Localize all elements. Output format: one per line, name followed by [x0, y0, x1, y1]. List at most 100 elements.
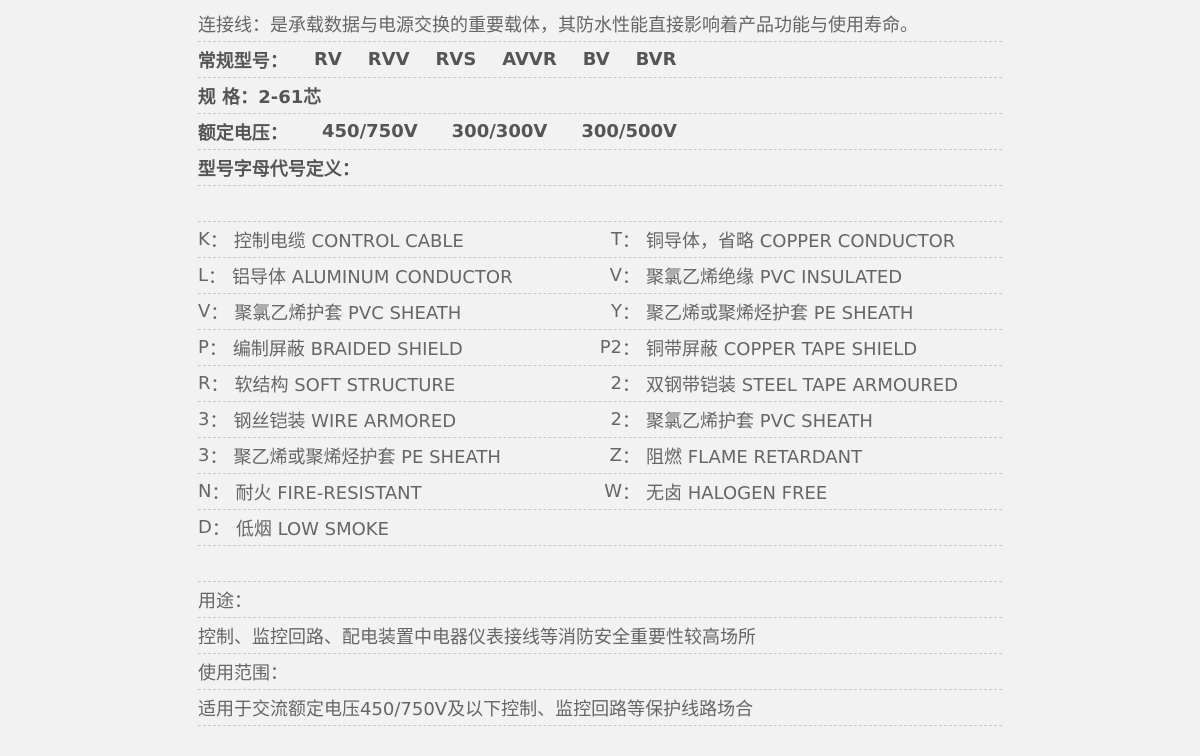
usage-value-row: 控制、监控回路、配电装置中电器仪表接线等消防安全重要性较高场所: [198, 618, 1002, 654]
code-colon: ：: [622, 374, 640, 396]
code-letter: N: [198, 481, 212, 502]
code-letter: R: [198, 373, 211, 394]
code-entry-right: 2： 双钢带铠装 STEEL TAPE ARMOURED: [590, 371, 958, 397]
code-letter: L: [198, 265, 209, 286]
intro-text: 连接线：是承载数据与电源交换的重要载体，其防水性能直接影响着产品功能与使用寿命。: [198, 14, 918, 36]
code-colon: ：: [622, 410, 640, 432]
code-entry-right: T： 铜导体，省略 COPPER CONDUCTOR: [590, 227, 955, 253]
code-entry-right: Z： 阻燃 FLAME RETARDANT: [590, 443, 862, 469]
scope-label: 使用范围：: [198, 662, 288, 684]
code-entry-right: V： 聚氯乙烯绝缘 PVC INSULATED: [590, 263, 902, 289]
spec-value: 2-61芯: [258, 86, 322, 108]
code-description: 聚氯乙烯护套 PVC SHEATH: [646, 410, 873, 432]
code-letter: P: [198, 337, 209, 358]
code-letter: 3: [198, 409, 210, 430]
code-description: 双钢带铠装 STEEL TAPE ARMOURED: [646, 374, 958, 396]
model-item: BVR: [635, 49, 677, 70]
code-letter: W: [604, 481, 622, 502]
code-description: 耐火 FIRE-RESISTANT: [235, 482, 422, 504]
code-row: V：聚氯乙烯护套 PVC SHEATH Y：聚乙烯或聚烯烃护套 PE SHEATH: [198, 294, 1002, 330]
code-colon: ：: [622, 230, 640, 252]
usage-label: 用途：: [198, 590, 252, 612]
code-row: R：软结构 SOFT STRUCTURE 2：双钢带铠装 STEEL TAPE A…: [198, 366, 1002, 402]
code-colon: ：: [210, 374, 229, 396]
code-entry-right: P2： 铜带屏蔽 COPPER TAPE SHIELD: [590, 335, 917, 361]
code-entry-left: D：低烟 LOW SMOKE: [198, 515, 389, 541]
code-entry-left: V：聚氯乙烯护套 PVC SHEATH: [198, 299, 461, 325]
spacer-row: [198, 186, 1002, 222]
definition-title: 型号字母代号定义：: [198, 158, 360, 180]
code-colon: ：: [211, 482, 230, 504]
code-description: 铝导体 ALUMINUM CONDUCTOR: [232, 266, 513, 288]
code-row: D：低烟 LOW SMOKE: [198, 510, 1002, 546]
code-row: N：耐火 FIRE-RESISTANT W：无卤 HALOGEN FREE: [198, 474, 1002, 510]
code-description: 无卤 HALOGEN FREE: [646, 482, 828, 504]
voltage-label: 额定电压：: [198, 122, 288, 144]
code-description: 聚乙烯或聚烯烃护套 PE SHEATH: [646, 302, 914, 324]
code-letter: D: [198, 517, 212, 538]
code-colon: ：: [622, 446, 640, 468]
code-row: 3：钢丝铠装 WIRE ARMORED 2：聚氯乙烯护套 PVC SHEATH: [198, 402, 1002, 438]
code-entry-left: 3：钢丝铠装 WIRE ARMORED: [198, 407, 456, 433]
code-letter: 3: [198, 445, 210, 466]
model-item: BV: [582, 49, 610, 70]
code-description: 阻燃 FLAME RETARDANT: [646, 446, 863, 468]
code-letter: Z: [609, 445, 622, 466]
code-entry-left: 3：聚乙烯或聚烯烃护套 PE SHEATH: [198, 443, 501, 469]
usage-value: 控制、监控回路、配电装置中电器仪表接线等消防安全重要性较高场所: [198, 626, 756, 648]
code-colon: ：: [209, 410, 228, 432]
code-entry-right: W： 无卤 HALOGEN FREE: [590, 479, 827, 505]
models-row: 常规型号： RV RVV RVS AVVR BV BVR: [198, 42, 1002, 78]
definition-title-row: 型号字母代号定义：: [198, 150, 1002, 186]
spacer-row: [198, 546, 1002, 582]
code-colon: ：: [209, 230, 228, 252]
code-letter: T: [611, 229, 622, 250]
model-item: RV: [314, 49, 342, 70]
code-entry-right: Y： 聚乙烯或聚烯烃护套 PE SHEATH: [590, 299, 913, 325]
model-item: RVV: [367, 49, 410, 70]
code-description: 软结构 SOFT STRUCTURE: [234, 374, 456, 396]
code-letter: K: [198, 229, 210, 250]
code-colon: ：: [622, 338, 640, 360]
code-row: K：控制电缆 CONTROL CABLE T：铜导体，省略 COPPER COND…: [198, 222, 1002, 258]
code-entry-right: 2： 聚氯乙烯护套 PVC SHEATH: [590, 407, 873, 433]
spec-row: 规 格： 2-61芯: [198, 78, 1002, 114]
code-letter: Y: [611, 301, 622, 322]
code-colon: ：: [211, 518, 230, 540]
code-row: 3：聚乙烯或聚烯烃护套 PE SHEATH Z： 阻燃 FLAME RETARDAN…: [198, 438, 1002, 474]
code-description: 聚氯乙烯绝缘 PVC INSULATED: [646, 266, 903, 288]
code-entry-left: K：控制电缆 CONTROL CABLE: [198, 227, 464, 253]
code-description: 聚氯乙烯护套 PVC SHEATH: [234, 302, 462, 324]
code-description: 控制电缆 CONTROL CABLE: [233, 230, 464, 252]
spec-label: 规 格：: [198, 86, 259, 108]
code-description: 铜导体，省略 COPPER CONDUCTOR: [646, 230, 956, 252]
model-item: AVVR: [502, 49, 557, 70]
code-entry-left: L：铝导体 ALUMINUM CONDUCTOR: [198, 263, 513, 289]
code-description: 铜带屏蔽 COPPER TAPE SHIELD: [646, 338, 918, 360]
code-colon: ：: [210, 302, 229, 324]
model-item: RVS: [435, 49, 477, 70]
code-entry-left: P：编制屏蔽 BRAIDED SHIELD: [198, 335, 463, 361]
spec-sheet: 连接线：是承载数据与电源交换的重要载体，其防水性能直接影响着产品功能与使用寿命。…: [198, 6, 1002, 726]
code-entry-left: R：软结构 SOFT STRUCTURE: [198, 371, 455, 397]
scope-value-row: 适用于交流额定电压450/750V及以下控制、监控回路等保护线路场合: [198, 690, 1002, 726]
code-description: 低烟 LOW SMOKE: [235, 518, 389, 540]
code-row: P：编制屏蔽 BRAIDED SHIELD P2：铜带屏蔽 COPPER TAPE…: [198, 330, 1002, 366]
intro-row: 连接线：是承载数据与电源交换的重要载体，其防水性能直接影响着产品功能与使用寿命。: [198, 6, 1002, 42]
voltage-item: 300/500V: [581, 121, 677, 142]
code-colon: ：: [622, 302, 640, 324]
scope-label-row: 使用范围：: [198, 654, 1002, 690]
code-letter: V: [198, 301, 211, 322]
code-description: 编制屏蔽 BRAIDED SHIELD: [232, 338, 463, 360]
code-colon: ：: [622, 266, 640, 288]
usage-label-row: 用途：: [198, 582, 1002, 618]
code-description: 聚乙烯或聚烯烃护套 PE SHEATH: [233, 446, 501, 468]
code-row: L：铝导体 ALUMINUM CONDUCTOR V：聚氯乙烯绝缘 PVC INS…: [198, 258, 1002, 294]
scope-value: 适用于交流额定电压450/750V及以下控制、监控回路等保护线路场合: [198, 698, 754, 720]
models-label: 常规型号：: [198, 50, 288, 72]
code-colon: ：: [208, 338, 227, 360]
code-letter: 2: [610, 409, 622, 430]
code-colon: ：: [208, 266, 227, 288]
code-letter: P2: [599, 337, 622, 358]
voltage-item: 450/750V: [322, 121, 418, 142]
